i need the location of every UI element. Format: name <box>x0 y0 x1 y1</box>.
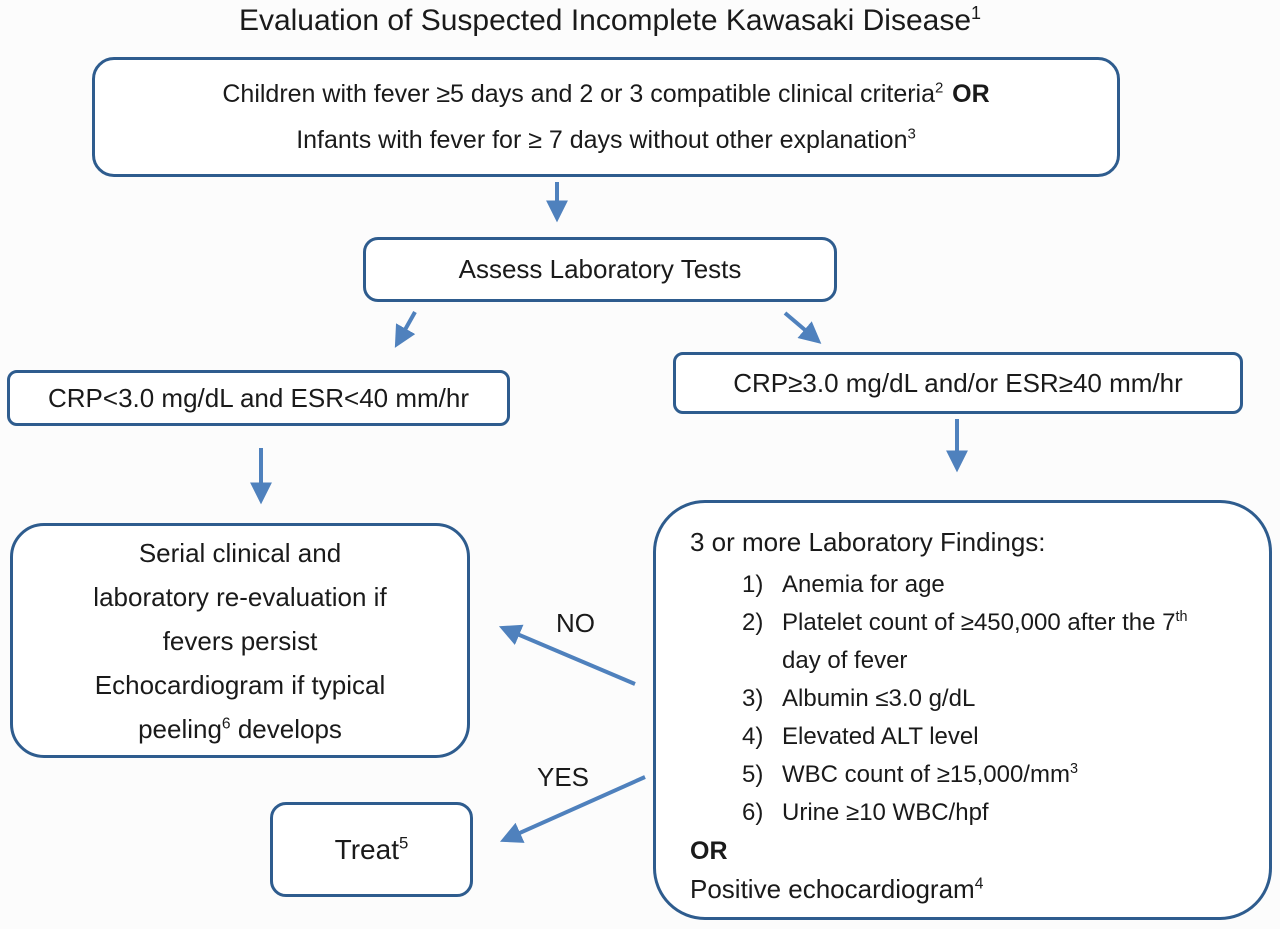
finding-item: 4) Elevated ALT level <box>742 718 1245 756</box>
serial-line-5: peeling6 develops <box>138 707 342 751</box>
yes-branch-label: YES <box>537 762 590 792</box>
finding-item: 2) Platelet count of ≥450,000 after the 7… <box>742 604 1245 680</box>
findings-heading: 3 or more Laboratory Findings: <box>690 527 1046 557</box>
entry-or-label: OR <box>952 79 990 108</box>
title-text: Evaluation of Suspected Incomplete Kawas… <box>238 4 972 37</box>
crp-high-label: CRP≥3.0 mg/dL and/or ESR≥40 mm/hr <box>733 367 1183 398</box>
finding-number: 3) <box>742 685 764 712</box>
treat-line: Treat5 <box>335 834 409 866</box>
findings-or-label: OR <box>690 837 728 865</box>
entry-line2-text: Infants with fever for ≥ 7 days without … <box>296 126 908 154</box>
arrow-no-to-serial <box>498 624 636 686</box>
arrow-yes-to-treat <box>499 775 646 843</box>
finding-text: Albumin ≤3.0 g/dL <box>782 685 976 712</box>
finding-item: 3) Albumin ≤3.0 g/dL <box>742 680 1245 718</box>
assess-label: Assess Laboratory Tests <box>458 254 742 284</box>
arrow-assess-to-crp-low <box>394 311 417 348</box>
serial-line-5-footnote: 6 <box>221 714 231 732</box>
laboratory-findings-box: 3 or more Laboratory Findings: 1) Anemia … <box>653 500 1272 920</box>
serial-line-5-text: peeling <box>138 713 222 744</box>
entry-line1-footnote: 2 <box>935 79 944 97</box>
treat-footnote: 5 <box>398 833 409 853</box>
serial-reevaluation-box: Serial clinical and laboratory re-evalua… <box>10 523 470 758</box>
findings-footer: Positive echocardiogram4 <box>690 870 1245 908</box>
treat-label: Treat <box>334 833 399 865</box>
arrow-assess-to-crp-high <box>783 311 822 344</box>
finding-number: 5) <box>742 761 764 788</box>
findings-footer-footnote: 4 <box>974 875 984 893</box>
entry-line2: Infants with fever for ≥ 7 days without … <box>296 117 916 163</box>
crp-low-box: CRP<3.0 mg/dL and ESR<40 mm/hr <box>7 370 510 426</box>
title-footnote: 1 <box>971 3 982 23</box>
finding-number: 6) <box>742 799 764 826</box>
finding-number: 2) <box>742 609 764 636</box>
finding-text: Anemia for age <box>782 571 945 598</box>
finding-text: WBC count of ≥15,000/mm3 <box>782 761 1078 788</box>
serial-line-4: Echocardiogram if typical <box>94 669 386 700</box>
finding-text: Elevated ALT level <box>782 723 979 750</box>
serial-line-3: fevers persist <box>162 625 318 656</box>
finding-number: 1) <box>742 571 764 598</box>
entry-line1-text: Children with fever ≥5 days and 2 or 3 c… <box>222 79 936 108</box>
assess-laboratory-tests-box: Assess Laboratory Tests <box>363 237 837 302</box>
finding-text: Platelet count of ≥450,000 after the 7th… <box>782 609 1188 674</box>
finding-item: 1) Anemia for age <box>742 566 1245 604</box>
finding-item: 5) WBC count of ≥15,000/mm3 <box>742 756 1245 794</box>
serial-line-2: laboratory re-evaluation if <box>93 581 387 612</box>
entry-line2-footnote: 3 <box>907 125 916 143</box>
crp-low-label: CRP<3.0 mg/dL and ESR<40 mm/hr <box>47 382 469 413</box>
serial-line-5-tail: develops <box>230 713 342 744</box>
findings-list: 1) Anemia for age 2) Platelet count of ≥450… <box>690 566 1245 832</box>
finding-number: 4) <box>742 723 764 750</box>
finding-text: Urine ≥10 WBC/hpf <box>782 799 989 826</box>
entry-criteria-box: Children with fever ≥5 days and 2 or 3 c… <box>92 57 1120 177</box>
finding-item: 6) Urine ≥10 WBC/hpf <box>742 794 1245 832</box>
no-branch-label: NO <box>556 608 595 638</box>
serial-line-1: Serial clinical and <box>138 537 342 568</box>
crp-high-box: CRP≥3.0 mg/dL and/or ESR≥40 mm/hr <box>673 352 1243 414</box>
page-title: Evaluation of Suspected Incomplete Kawas… <box>0 4 1220 38</box>
entry-line1: Children with fever ≥5 days and 2 or 3 c… <box>222 71 989 117</box>
findings-footer-text: Positive echocardiogram <box>690 874 975 904</box>
treat-box: Treat5 <box>270 802 473 897</box>
